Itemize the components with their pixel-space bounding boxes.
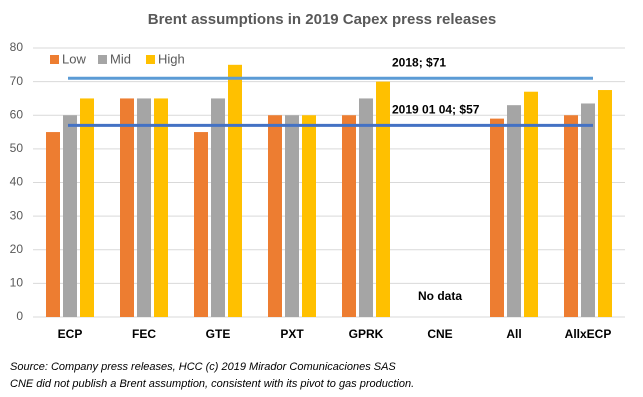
reference-label: 2019 01 04; $57 <box>392 103 480 117</box>
source-note: Source: Company press releases, HCC (c) … <box>10 361 396 373</box>
x-tick-label: GTE <box>206 327 231 341</box>
bar <box>581 103 595 317</box>
y-tick-label: 30 <box>10 208 24 222</box>
x-tick-label: All <box>506 327 521 341</box>
bar <box>342 115 356 317</box>
annotation: No data <box>418 289 462 303</box>
bar <box>154 98 168 317</box>
bar <box>285 115 299 317</box>
bar <box>46 132 60 317</box>
bar <box>137 98 151 317</box>
y-tick-label: 50 <box>10 141 24 155</box>
x-tick-label: CNE <box>427 327 452 341</box>
reference-label: 2018; $71 <box>392 55 446 69</box>
bar <box>80 98 94 317</box>
x-tick-label: GPRK <box>349 327 384 341</box>
chart-title: Brent assumptions in 2019 Capex press re… <box>148 11 497 28</box>
y-tick-label: 80 <box>10 40 24 54</box>
legend-label: Mid <box>110 51 131 66</box>
bar <box>302 115 316 317</box>
legend-label: Low <box>62 51 86 66</box>
bar <box>564 115 578 317</box>
y-tick-label: 20 <box>10 242 24 256</box>
x-tick-label: AllxECP <box>565 327 612 341</box>
bar <box>598 90 612 317</box>
y-tick-label: 70 <box>10 74 24 88</box>
y-tick-label: 40 <box>10 175 24 189</box>
x-tick-label: ECP <box>58 327 83 341</box>
bar <box>524 91 538 318</box>
bar <box>507 105 521 317</box>
legend-swatch <box>98 55 107 64</box>
legend-swatch <box>146 55 155 64</box>
bar <box>376 81 390 317</box>
bar <box>228 64 242 317</box>
legend-swatch <box>50 55 59 64</box>
legend-label: High <box>158 51 185 66</box>
bar <box>359 98 373 317</box>
x-tick-label: FEC <box>132 327 156 341</box>
bar <box>490 118 504 317</box>
x-tick-label: PXT <box>280 327 304 341</box>
bar <box>211 98 225 317</box>
bar <box>63 115 77 317</box>
bar <box>268 115 282 317</box>
y-tick-label: 10 <box>10 276 24 290</box>
footnote: CNE did not publish a Brent assumption, … <box>10 378 414 390</box>
y-tick-label: 0 <box>16 309 23 323</box>
bar <box>120 98 134 317</box>
bar <box>194 132 208 317</box>
y-tick-label: 60 <box>10 107 24 121</box>
